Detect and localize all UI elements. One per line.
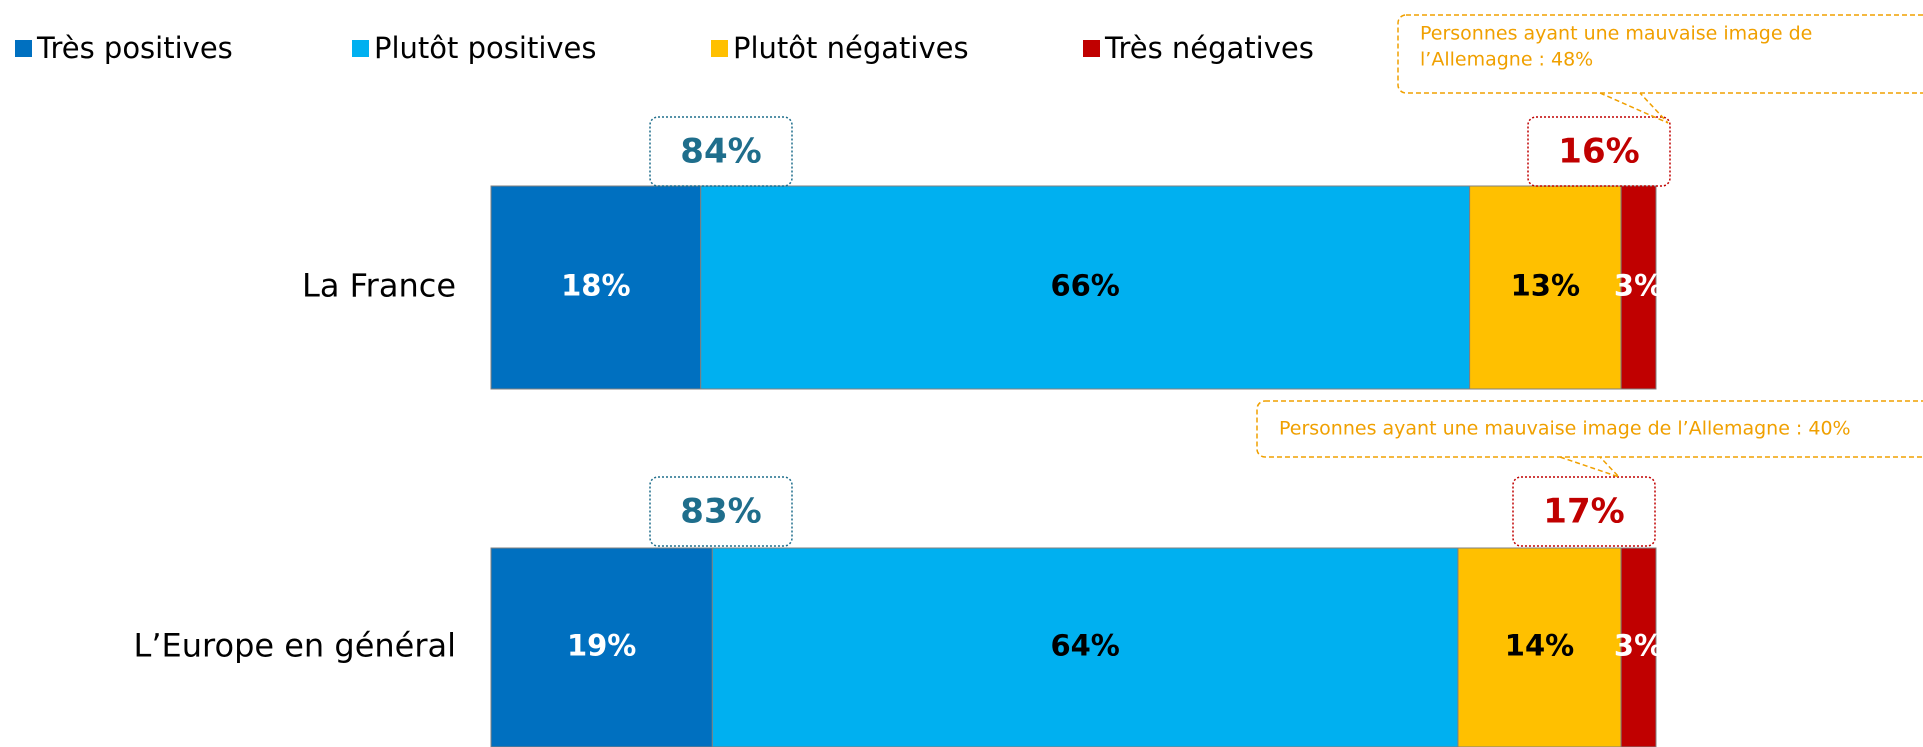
legend-swatch [711,40,728,57]
data-label: 3% [1614,629,1663,663]
legend-swatch [15,40,32,57]
data-label: 13% [1511,269,1580,303]
callout-pointer [1599,92,1669,124]
category-label: La France [302,267,456,305]
bar-segment [1457,547,1622,747]
bar-segment [1620,185,1657,390]
total-box [649,116,793,187]
callout-text: l’Allemagne : 48% [1420,49,1593,71]
data-label: 3% [1614,269,1663,303]
legend-label: Plutôt négatives [733,31,969,65]
callout-box [1397,14,1923,94]
category-label: L’Europe en général [134,627,456,665]
bar-segment [490,547,713,747]
total-positive: 84% [680,132,761,172]
callout-text: Personnes ayant une mauvaise image de [1420,23,1812,45]
bar-segment [700,185,1471,390]
total-positive: 83% [680,492,761,532]
total-box [1512,476,1656,547]
total-box [649,476,793,547]
total-negative: 16% [1558,132,1639,172]
legend-label: Très négatives [1104,31,1314,65]
legend-swatch [352,40,369,57]
total-box [1527,116,1671,187]
legend-label: Très positives [36,31,233,65]
data-label: 14% [1505,629,1574,663]
data-label: 19% [567,629,636,663]
bar-segment [711,547,1459,747]
total-negative: 17% [1543,492,1624,532]
callout-box [1256,400,1923,458]
data-label: 18% [561,269,630,303]
data-label: 64% [1050,629,1119,663]
bar-segment [490,185,702,390]
legend-swatch [1083,40,1100,57]
callout-pointer [1559,456,1620,478]
callout-text: Personnes ayant une mauvaise image de l’… [1279,418,1851,440]
bar-segment [1620,547,1657,747]
legend-label: Plutôt positives [374,31,596,65]
data-label: 66% [1050,269,1119,303]
